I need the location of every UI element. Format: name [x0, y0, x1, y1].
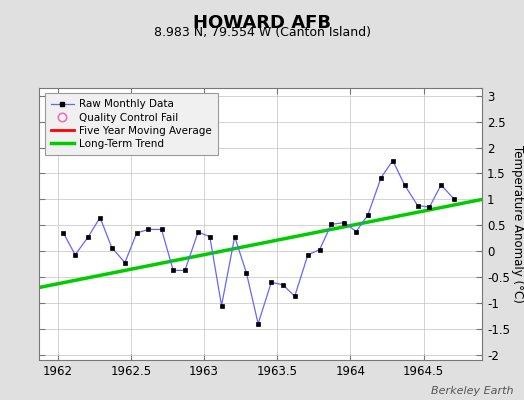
Raw Monthly Data [291, 294, 298, 299]
Raw Monthly Data [195, 230, 201, 234]
Raw Monthly Data [438, 182, 444, 187]
Raw Monthly Data [378, 175, 384, 180]
Raw Monthly Data [206, 234, 213, 239]
Raw Monthly Data [182, 268, 188, 273]
Raw Monthly Data [426, 205, 432, 210]
Raw Monthly Data [268, 280, 275, 285]
Y-axis label: Temperature Anomaly (°C): Temperature Anomaly (°C) [511, 145, 524, 303]
Text: HOWARD AFB: HOWARD AFB [193, 14, 331, 32]
Raw Monthly Data [414, 203, 421, 208]
Raw Monthly Data [85, 234, 92, 239]
Raw Monthly Data [280, 282, 286, 287]
Raw Monthly Data [97, 215, 103, 220]
Raw Monthly Data [341, 220, 347, 225]
Raw Monthly Data [170, 268, 177, 273]
Text: 8.983 N, 79.554 W (Canton Island): 8.983 N, 79.554 W (Canton Island) [154, 26, 370, 39]
Raw Monthly Data [145, 227, 151, 232]
Raw Monthly Data [108, 245, 115, 250]
Raw Monthly Data [255, 321, 261, 326]
Raw Monthly Data [158, 227, 165, 232]
Raw Monthly Data [219, 303, 225, 308]
Legend: Raw Monthly Data, Quality Control Fail, Five Year Moving Average, Long-Term Tren: Raw Monthly Data, Quality Control Fail, … [45, 93, 218, 155]
Line: Raw Monthly Data: Raw Monthly Data [61, 158, 456, 326]
Raw Monthly Data [401, 182, 408, 187]
Text: Berkeley Earth: Berkeley Earth [431, 386, 514, 396]
Raw Monthly Data [328, 222, 334, 227]
Raw Monthly Data [305, 252, 311, 257]
Raw Monthly Data [122, 260, 128, 265]
Raw Monthly Data [390, 158, 396, 163]
Raw Monthly Data [353, 229, 359, 234]
Raw Monthly Data [365, 212, 371, 217]
Raw Monthly Data [232, 234, 238, 239]
Raw Monthly Data [60, 231, 67, 236]
Raw Monthly Data [243, 270, 249, 275]
Raw Monthly Data [72, 252, 78, 257]
Raw Monthly Data [451, 197, 457, 202]
Raw Monthly Data [316, 247, 323, 252]
Raw Monthly Data [134, 231, 140, 236]
